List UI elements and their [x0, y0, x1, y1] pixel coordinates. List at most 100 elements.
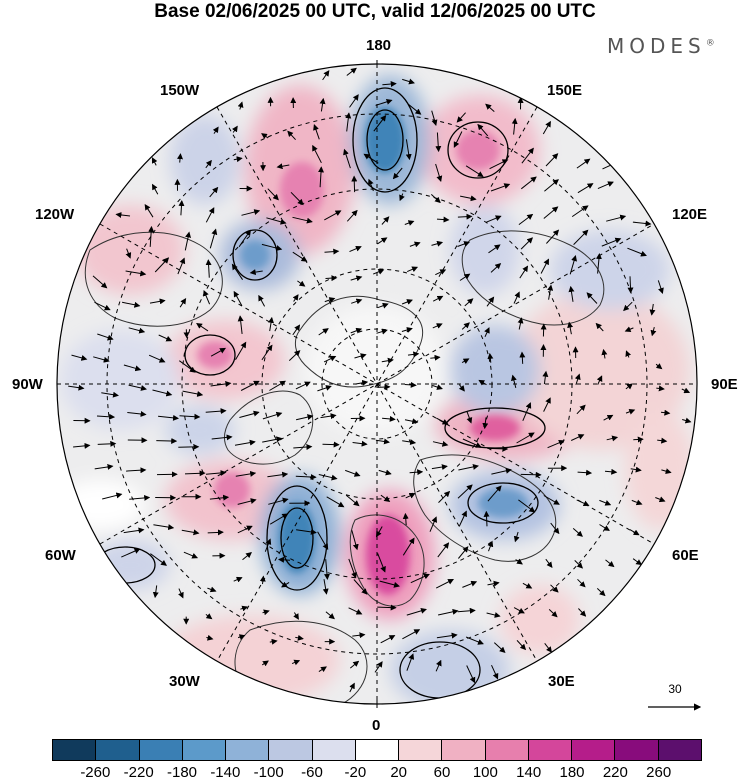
wind-vector	[324, 210, 342, 221]
wind-vector	[212, 126, 219, 134]
wind-vector	[407, 351, 420, 358]
wind-vector	[325, 275, 338, 282]
lon-label-60w: 60W	[45, 547, 76, 564]
wind-vector	[206, 634, 214, 641]
wind-vector	[177, 257, 186, 275]
wind-vector	[295, 634, 304, 641]
wind-vector	[458, 463, 479, 471]
positive-anomaly	[500, 585, 580, 655]
wind-vector	[125, 248, 132, 259]
wind-vector	[379, 580, 400, 588]
wind-vector	[123, 364, 142, 372]
wind-vector	[436, 216, 450, 223]
wind-vector	[179, 413, 201, 420]
wind-vector	[102, 492, 123, 500]
wind-vector	[382, 415, 396, 422]
wind-vector	[152, 585, 159, 599]
wind-vector	[568, 285, 575, 302]
colorbar-tick-label: -140	[210, 764, 241, 781]
wind-vector	[550, 522, 560, 535]
wind-vector	[380, 494, 391, 502]
wind-vector	[550, 584, 559, 593]
reference-vector-label: 30	[668, 682, 682, 696]
wind-vector	[604, 468, 618, 475]
wind-vector	[655, 363, 663, 370]
wind-vector	[181, 529, 200, 536]
wind-vector	[281, 581, 290, 588]
wind-vector	[128, 327, 146, 334]
wind-vector	[631, 499, 643, 506]
wind-vector	[486, 612, 501, 618]
wind-vector	[237, 101, 244, 110]
colorbar-bin	[355, 740, 400, 760]
colorbar-bin	[269, 740, 313, 760]
wind-vector	[431, 464, 448, 471]
wind-vector	[520, 471, 542, 478]
negative-anomaly	[60, 330, 180, 430]
wind-vector	[237, 525, 253, 534]
wind-vector	[354, 353, 367, 359]
wind-vector	[92, 275, 108, 289]
wind-vector	[577, 578, 586, 588]
wind-vector	[380, 635, 396, 644]
wind-vector	[486, 215, 502, 223]
wind-vector	[73, 442, 91, 449]
wind-vector	[430, 354, 441, 361]
wind-vector	[376, 328, 388, 335]
wind-vector	[381, 216, 390, 225]
wind-vector	[262, 411, 283, 420]
wind-vector	[153, 524, 175, 531]
wind-vector	[158, 414, 179, 421]
wind-vector	[406, 607, 427, 616]
wind-vector	[399, 193, 405, 202]
wind-vector	[287, 130, 296, 141]
strong-positive-core	[280, 162, 324, 218]
wind-vector	[519, 265, 529, 279]
wind-vector	[432, 295, 444, 302]
wind-vector	[657, 280, 664, 295]
streamlines	[94, 87, 546, 699]
wind-vector	[545, 153, 559, 167]
wind-vector	[487, 352, 494, 363]
lon-label-120w: 120W	[35, 206, 75, 223]
wind-vector	[326, 496, 345, 508]
wind-vector	[624, 326, 634, 332]
wind-vector	[128, 384, 147, 391]
negative-anomaly	[550, 230, 670, 310]
wind-vector	[491, 467, 512, 475]
wind-vector	[96, 413, 116, 420]
wind-vector	[183, 551, 199, 559]
wind-vector	[513, 291, 520, 304]
lon-label-90e: 90E	[711, 376, 738, 393]
reference-vector: 30	[640, 682, 710, 696]
colorbar-bin	[528, 740, 573, 760]
wind-vector	[179, 297, 187, 308]
wind-vector	[121, 548, 141, 558]
wind-vector	[402, 439, 417, 445]
wind-vector	[431, 240, 444, 247]
wind-vector	[404, 418, 419, 425]
wind-vector	[518, 213, 534, 226]
wind-vector	[178, 200, 185, 216]
wind-vector	[322, 70, 330, 81]
wind-vector	[409, 241, 421, 248]
wind-vector	[486, 296, 495, 307]
wind-vector	[295, 414, 314, 421]
colorbar-tick-label: 220	[602, 764, 628, 781]
wind-vector	[432, 323, 443, 329]
wind-vector	[545, 558, 553, 568]
lon-label-30w: 30W	[169, 673, 200, 690]
wind-vector	[656, 385, 665, 392]
colorbar-bin	[226, 740, 270, 760]
wind-vector	[261, 243, 283, 251]
wind-vector	[603, 414, 614, 421]
wind-vector	[570, 434, 585, 441]
wind-vector	[574, 373, 581, 385]
wind-vector	[152, 389, 173, 397]
wind-vector	[404, 381, 417, 388]
wind-vector	[353, 579, 368, 595]
wind-vector	[567, 321, 574, 335]
wind-vector	[325, 611, 335, 620]
wind-vector	[599, 524, 610, 531]
wind-vector	[520, 237, 534, 250]
